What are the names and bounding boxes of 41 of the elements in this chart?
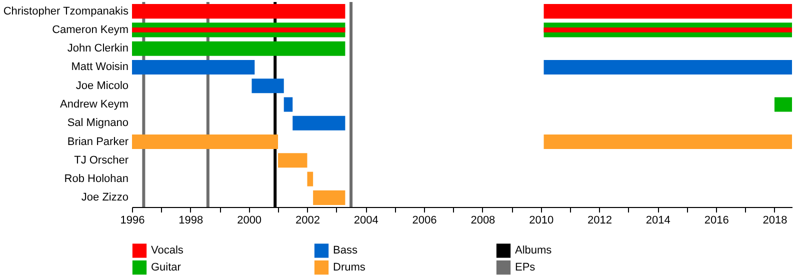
x-tick-label: 1998	[178, 214, 204, 226]
y-tick-label: Christopher Tzompanakis	[3, 5, 129, 18]
bar	[132, 134, 278, 150]
bar	[278, 153, 308, 168]
x-tick-label: 2006	[412, 214, 437, 226]
x-tick-label: 2016	[704, 214, 729, 226]
y-tick-label: Rob Holohan	[64, 173, 128, 186]
x-tick-label: 2010	[529, 214, 554, 226]
y-tick-label: John Clerkin	[67, 42, 128, 55]
legend-label: Guitar	[151, 262, 182, 274]
x-tick-label: 2004	[354, 214, 378, 226]
y-tick-label: Joe Micolo	[76, 80, 128, 92]
x-tick-label: 2000	[237, 214, 262, 226]
bar	[307, 172, 314, 186]
legend-label: Albums	[515, 244, 552, 257]
x-tick-label: 2018	[762, 214, 788, 226]
bar	[774, 97, 792, 112]
bar	[544, 60, 792, 74]
legend-label: Vocals	[151, 244, 184, 257]
x-tick-label: 2012	[588, 214, 612, 226]
legend-label: Bass	[333, 244, 358, 257]
y-tick-label: Andrew Keym	[60, 98, 128, 110]
x-tick-label: 2008	[470, 214, 496, 226]
legend-label: Drums	[333, 262, 366, 274]
y-tick-label: Joe Zizzo	[81, 192, 128, 204]
y-tick-label: Cameron Keym	[52, 24, 128, 36]
bar	[132, 41, 346, 56]
bar	[292, 116, 346, 130]
x-tick-label: 1996	[120, 214, 145, 226]
y-tick-label: Sal Mignano	[67, 117, 128, 130]
y-tick-label: Matt Woisin	[71, 61, 128, 74]
bar	[544, 134, 792, 150]
y-tick-label: TJ Orscher	[74, 154, 129, 166]
bar	[252, 78, 284, 94]
legend-label: EPs	[515, 262, 536, 274]
y-tick-label: Brian Parker	[67, 136, 129, 148]
bar	[132, 60, 255, 74]
x-tick-label: 2002	[295, 214, 320, 226]
bar	[313, 190, 346, 205]
x-tick-label: 2014	[646, 214, 670, 226]
bar	[284, 97, 293, 112]
